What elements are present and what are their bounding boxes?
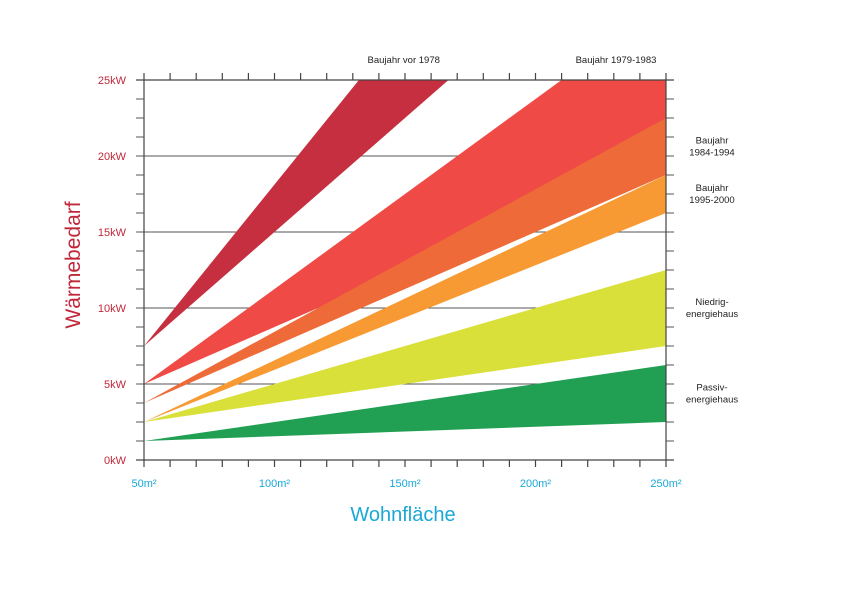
x-tick-label: 200m² [520,478,552,490]
y-tick-labels: 0kW 5kW 10kW 15kW 20kW 25kW [98,75,127,467]
band-labels: Baujahr vor 1978 Baujahr 1979-1983 Baujahr… [368,55,739,406]
bands [144,80,666,441]
band-baujahr-1984-1994 [144,118,666,403]
y-tick-label: 10kW [98,303,127,315]
x-tick-label: 250m² [650,478,682,490]
x-tick-labels: 50m² 100m² 150m² 200m² 250m² [131,478,681,490]
band-label: Niedrig-energiehaus [686,297,739,320]
y-tick-label: 5kW [104,379,127,391]
x-axis-title: Wohnfläche [350,504,455,526]
band-baujahr-1979-1983 [144,80,666,384]
x-tick-label: 150m² [389,478,421,490]
band-niedrigenergiehaus [144,270,666,422]
x-tick-label: 100m² [259,478,291,490]
y-tick-label: 15kW [98,227,127,239]
y-tick-label: 25kW [98,75,127,87]
band-label: Baujahr 1984-1994 [689,136,734,159]
band-label: Baujahr vor 1978 [368,55,440,66]
tick-marks [136,73,667,467]
band-label: Baujahr 1995-2000 [689,183,734,206]
band-baujahr-1995-2000 [144,175,666,422]
band-label: Passiv-energiehaus [686,383,739,406]
y-tick-label: 0kW [104,455,127,467]
x-tick-label: 50m² [131,478,156,490]
band-baujahr-vor-1978 [144,80,449,346]
y-tick-label: 20kW [98,151,127,163]
band-label: Baujahr 1979-1983 [576,55,657,66]
y-axis-title: Wärmebedarf [62,201,85,328]
band-passivenergiehaus [144,365,666,441]
